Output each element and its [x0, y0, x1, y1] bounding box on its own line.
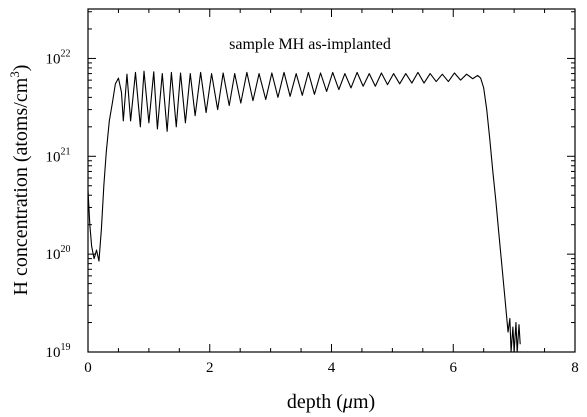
y-tick-label: 1021 — [46, 146, 71, 165]
y-tick-label: 1020 — [46, 244, 71, 263]
y-tick-label: 1019 — [46, 342, 71, 361]
axis-ticks — [87, 9, 576, 353]
x-tick-label: 2 — [206, 360, 214, 376]
plot-frame — [87, 8, 576, 353]
x-tick-label: 6 — [450, 360, 458, 376]
chart-annotation: sample MH as-implanted — [229, 36, 391, 53]
tick-labels: 0 2 4 6 8 1019 1020 1021 1022 — [46, 48, 579, 376]
x-tick-label: 8 — [571, 360, 579, 376]
x-tick-label: 4 — [328, 360, 336, 376]
y-axis-label: H concentration (atoms/cm3) — [7, 65, 32, 296]
x-axis-label: depth (μm) — [287, 391, 375, 413]
y-tick-label: 1022 — [46, 48, 71, 67]
h-concentration-curve — [87, 70, 521, 353]
x-tick-label: 0 — [84, 360, 92, 376]
